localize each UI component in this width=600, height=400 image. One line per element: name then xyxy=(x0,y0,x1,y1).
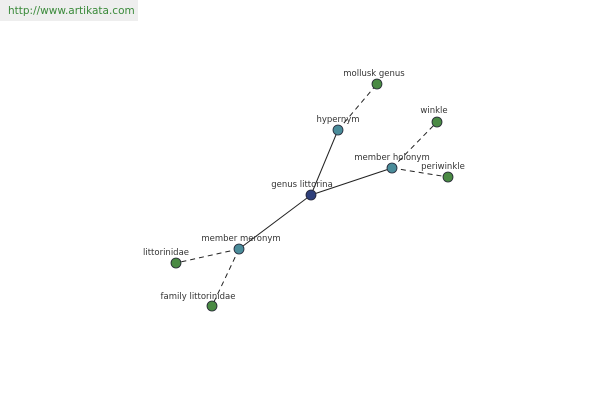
node[interactable] xyxy=(431,116,443,128)
node[interactable] xyxy=(442,171,454,183)
node-label[interactable]: member meronym xyxy=(201,234,280,244)
watermark-box xyxy=(0,0,138,21)
node-label[interactable]: genus littorina xyxy=(271,180,333,190)
edge xyxy=(391,167,449,178)
edge xyxy=(310,129,339,196)
node-label[interactable]: mollusk genus xyxy=(343,69,405,79)
labels: genus littorina hypernym mollusk genus m… xyxy=(143,69,465,302)
node-label[interactable]: periwinkle xyxy=(421,162,465,172)
node[interactable] xyxy=(170,257,182,269)
node[interactable] xyxy=(233,243,245,255)
node[interactable] xyxy=(386,162,398,174)
node[interactable] xyxy=(206,300,218,312)
edge xyxy=(238,194,312,250)
node-label[interactable]: winkle xyxy=(420,106,447,116)
edges xyxy=(175,83,449,307)
node-label[interactable]: family littorinidae xyxy=(161,292,236,302)
edge xyxy=(337,83,378,131)
node[interactable] xyxy=(305,189,317,201)
edge xyxy=(175,248,240,264)
edge xyxy=(391,121,438,169)
node[interactable] xyxy=(332,124,344,136)
edge xyxy=(310,167,393,196)
nodes xyxy=(170,78,454,312)
node[interactable] xyxy=(371,78,383,90)
node-label[interactable]: littorinidae xyxy=(143,248,189,258)
watermark[interactable]: http://www.artikata.com xyxy=(8,5,135,17)
edge xyxy=(211,248,240,307)
node-label[interactable]: hypernym xyxy=(316,115,359,125)
node-label[interactable]: member holonym xyxy=(354,153,429,163)
